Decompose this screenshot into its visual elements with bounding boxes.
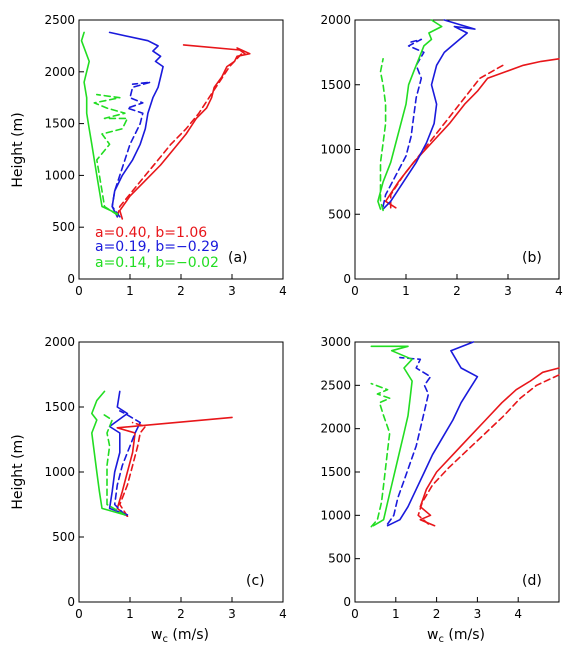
x-tick-label: 0 xyxy=(75,284,83,298)
y-tick-label: 2000 xyxy=(320,13,351,27)
x-tick-label: 2 xyxy=(177,284,185,298)
y-tick-label: 500 xyxy=(328,552,351,566)
y-tick-label: 500 xyxy=(328,207,351,221)
series-line-blue-dashed xyxy=(113,410,141,516)
x-tick-marks: 0 1 2 3 4 xyxy=(351,274,563,298)
x-tick-label: 1 xyxy=(126,607,134,621)
y-tick-label: 2000 xyxy=(320,422,351,436)
y-tick-label: 1500 xyxy=(320,465,351,479)
series-line-blue-solid xyxy=(108,390,129,516)
y-tick-label: 2000 xyxy=(44,335,75,349)
y-axis-title: Height (m) xyxy=(10,434,26,509)
series-line-red-solid xyxy=(119,44,251,220)
x-tick-label: 4 xyxy=(279,607,287,621)
x-tick-label: 0 xyxy=(351,607,359,621)
y-tick-marks: 0 500 1000 1500 2000 xyxy=(320,13,360,286)
y-tick-label: 1500 xyxy=(320,78,351,92)
y-tick-label: 1000 xyxy=(320,508,351,522)
x-tick-label: 0 xyxy=(351,284,359,298)
panel-b: 0 1 2 3 4 0 500 1000 1500 2000 (b) xyxy=(320,13,562,298)
annotation-red: a=0.40, b=1.06 xyxy=(95,225,207,241)
series-line-blue-dashed xyxy=(382,38,425,208)
x-tick-label: 4 xyxy=(514,607,522,621)
y-tick-label: 1000 xyxy=(44,168,75,182)
series-line-blue-dashed xyxy=(111,81,152,218)
y-tick-label: 1500 xyxy=(44,400,75,414)
y-tick-label: 0 xyxy=(67,272,75,286)
x-axis-title: wc (m/s) xyxy=(427,627,485,645)
x-axis-title: wc (m/s) xyxy=(151,627,209,645)
panel-label: (a) xyxy=(228,250,248,266)
x-tick-label: 2 xyxy=(453,284,461,298)
y-tick-label: 1000 xyxy=(320,143,351,157)
y-axis-title: Height (m) xyxy=(10,112,26,187)
series-line-blue-solid xyxy=(382,19,476,210)
series-line-green-dashed xyxy=(370,382,391,528)
x-tick-label: 1 xyxy=(402,284,410,298)
x-tick-label: 1 xyxy=(126,284,134,298)
series-line-red-solid xyxy=(116,416,233,518)
panel-label: (c) xyxy=(246,573,265,589)
series-line-green-dashed xyxy=(379,57,387,212)
panel-a: 0 1 2 3 4 0 500 1000 1500 2000 2500 (a) a=0.40, b… xyxy=(10,13,287,298)
series-line-green-solid xyxy=(370,345,413,527)
annotation-green: a=0.14, b=−0.02 xyxy=(95,255,219,271)
panel-label: (d) xyxy=(522,573,542,589)
y-tick-marks: 0 500 1000 1500 2000 2500 xyxy=(44,13,84,286)
x-tick-label: 3 xyxy=(474,607,482,621)
y-tick-label: 500 xyxy=(52,220,75,234)
panel-d: 0 1 2 3 4 0 500 1000 1500 2000 2500 3000 (d) wc (m… xyxy=(320,335,560,645)
x-tick-marks: 0 1 2 3 4 xyxy=(75,274,287,298)
x-tick-label: 3 xyxy=(228,607,236,621)
plot-frame xyxy=(354,341,560,603)
y-tick-label: 2500 xyxy=(44,13,75,27)
series-line-red-solid xyxy=(384,57,560,209)
y-tick-label: 0 xyxy=(343,272,351,286)
x-tick-label: 0 xyxy=(75,607,83,621)
y-tick-label: 1000 xyxy=(44,465,75,479)
y-tick-label: 500 xyxy=(52,530,75,544)
x-tick-label: 2 xyxy=(177,607,185,621)
series-line-blue-dashed xyxy=(386,356,432,525)
y-tick-label: 2000 xyxy=(44,65,75,79)
series-line-red-dashed xyxy=(119,421,147,518)
y-tick-label: 0 xyxy=(67,595,75,609)
x-tick-label: 3 xyxy=(504,284,512,298)
y-tick-label: 0 xyxy=(343,595,351,609)
x-tick-label: 1 xyxy=(392,607,400,621)
y-tick-label: 1500 xyxy=(44,117,75,131)
series-line-green-dashed xyxy=(93,93,129,216)
y-tick-label: 2500 xyxy=(320,378,351,392)
panel-c: 0 1 2 3 4 0 500 1000 1500 2000 (c) Height (m) wc… xyxy=(10,335,287,645)
plot-frame xyxy=(354,19,560,280)
series-line-green-solid xyxy=(377,19,443,210)
series-line-green-dashed xyxy=(101,412,126,516)
x-tick-marks: 0 1 2 3 4 xyxy=(351,597,522,621)
x-tick-label: 4 xyxy=(555,284,563,298)
y-tick-marks: 0 500 1000 1500 2000 2500 3000 xyxy=(320,335,360,609)
series-line-blue-solid xyxy=(386,341,479,527)
series-line-green-solid xyxy=(80,31,119,215)
panel-label: (b) xyxy=(522,250,542,266)
y-tick-label: 3000 xyxy=(320,335,351,349)
series-layer xyxy=(377,19,560,212)
x-tick-label: 2 xyxy=(433,607,441,621)
series-layer xyxy=(370,341,560,528)
series-line-red-dashed xyxy=(116,52,243,218)
series-line-red-dashed xyxy=(389,64,504,209)
series-line-red-solid xyxy=(419,367,560,527)
annotation-blue: a=0.19, b=−0.29 xyxy=(95,239,219,255)
series-line-red-dashed xyxy=(417,374,560,525)
series-layer xyxy=(80,31,251,220)
x-tick-label: 3 xyxy=(228,284,236,298)
series-line-blue-solid xyxy=(108,31,164,218)
series-line-green-solid xyxy=(91,390,126,516)
x-tick-label: 4 xyxy=(279,284,287,298)
plot-frame xyxy=(78,341,284,603)
series-layer xyxy=(91,390,233,518)
y-tick-marks: 0 500 1000 1500 2000 xyxy=(44,335,84,609)
x-tick-marks: 0 1 2 3 4 xyxy=(75,597,287,621)
